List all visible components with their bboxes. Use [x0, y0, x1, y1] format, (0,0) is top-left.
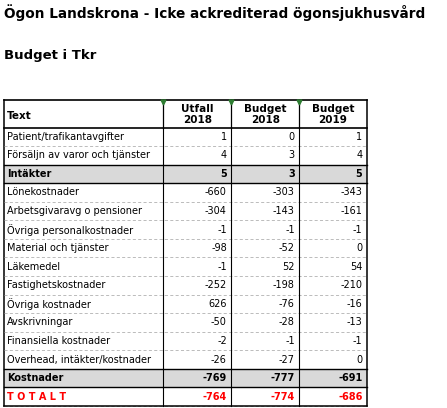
Text: -2: -2	[217, 336, 227, 346]
Text: Läkemedel: Läkemedel	[7, 262, 60, 272]
Text: -304: -304	[205, 206, 227, 216]
Bar	[4, 202, 367, 220]
Text: -1: -1	[285, 224, 295, 235]
Text: -76: -76	[279, 299, 295, 309]
Text: -13: -13	[347, 317, 363, 328]
Text: -143: -143	[273, 206, 295, 216]
Text: Utfall: Utfall	[181, 104, 214, 114]
Text: -1: -1	[353, 224, 363, 235]
Text: Övriga personalkostnader: Övriga personalkostnader	[7, 224, 134, 235]
Text: 0: 0	[288, 132, 295, 142]
Text: -252: -252	[205, 280, 227, 290]
Text: -343: -343	[341, 187, 363, 197]
Text: Patient/trafikantavgifter: Patient/trafikantavgifter	[7, 132, 124, 142]
Bar	[4, 369, 367, 388]
Text: -28: -28	[279, 317, 295, 328]
Text: -1: -1	[217, 262, 227, 272]
Text: Intäkter: Intäkter	[7, 169, 52, 179]
Text: Övriga kostnader: Övriga kostnader	[7, 298, 91, 310]
Text: -686: -686	[338, 392, 363, 402]
Text: -1: -1	[217, 224, 227, 235]
Text: -98: -98	[211, 243, 227, 253]
Text: -26: -26	[211, 355, 227, 365]
Text: Overhead, intäkter/kostnader: Overhead, intäkter/kostnader	[7, 355, 152, 365]
Bar	[4, 127, 367, 146]
Text: Budget: Budget	[244, 104, 287, 114]
Text: -52: -52	[278, 243, 295, 253]
Text: 4: 4	[356, 150, 363, 160]
Text: -210: -210	[341, 280, 363, 290]
Bar	[4, 350, 367, 369]
Text: Fastighetskostnader: Fastighetskostnader	[7, 280, 106, 290]
Bar	[4, 332, 367, 350]
Text: Ögon Landskrona - Icke ackrediterad ögonsjukhusvård: Ögon Landskrona - Icke ackrediterad ögon…	[4, 4, 425, 21]
Text: 1: 1	[221, 132, 227, 142]
Text: 626: 626	[208, 299, 227, 309]
Text: -1: -1	[285, 336, 295, 346]
Text: 2018: 2018	[183, 115, 212, 125]
Text: -769: -769	[202, 373, 227, 383]
Text: -777: -777	[270, 373, 295, 383]
Text: Text: Text	[7, 111, 32, 122]
Text: -764: -764	[202, 392, 227, 402]
Bar	[4, 165, 367, 183]
Bar	[4, 183, 367, 202]
Text: 3: 3	[288, 150, 295, 160]
Text: 52: 52	[282, 262, 295, 272]
Text: 1: 1	[356, 132, 363, 142]
Text: -303: -303	[273, 187, 295, 197]
Bar	[4, 100, 367, 127]
Text: -27: -27	[278, 355, 295, 365]
Text: -50: -50	[211, 317, 227, 328]
Text: Arbetsgivaravg o pensioner: Arbetsgivaravg o pensioner	[7, 206, 143, 216]
Text: -691: -691	[338, 373, 363, 383]
Text: T O T A L T: T O T A L T	[7, 392, 67, 402]
Bar	[4, 313, 367, 332]
Text: 5: 5	[220, 169, 227, 179]
Text: -774: -774	[270, 392, 295, 402]
Bar	[4, 257, 367, 276]
Text: 2019: 2019	[319, 115, 347, 125]
Bar	[4, 239, 367, 257]
Text: Budget: Budget	[312, 104, 354, 114]
Text: -16: -16	[347, 299, 363, 309]
Text: Försäljn av varor och tjänster: Försäljn av varor och tjänster	[7, 150, 150, 160]
Text: 54: 54	[350, 262, 363, 272]
Text: -198: -198	[273, 280, 295, 290]
Text: Material och tjänster: Material och tjänster	[7, 243, 109, 253]
Text: Finansiella kostnader: Finansiella kostnader	[7, 336, 110, 346]
Text: -1: -1	[353, 336, 363, 346]
Text: Budget i Tkr: Budget i Tkr	[4, 49, 96, 62]
Text: Avskrivningar: Avskrivningar	[7, 317, 74, 328]
Text: 2018: 2018	[251, 115, 280, 125]
Text: 5: 5	[356, 169, 363, 179]
Text: 0: 0	[356, 243, 363, 253]
Bar	[4, 295, 367, 313]
Text: 4: 4	[221, 150, 227, 160]
Text: -660: -660	[205, 187, 227, 197]
Bar	[4, 146, 367, 164]
Bar	[4, 388, 367, 406]
Bar	[4, 276, 367, 295]
Text: -161: -161	[341, 206, 363, 216]
Bar	[4, 220, 367, 239]
Text: Lönekostnader: Lönekostnader	[7, 187, 80, 197]
Text: 3: 3	[288, 169, 295, 179]
Text: Kostnader: Kostnader	[7, 373, 64, 383]
Text: 0: 0	[356, 355, 363, 365]
